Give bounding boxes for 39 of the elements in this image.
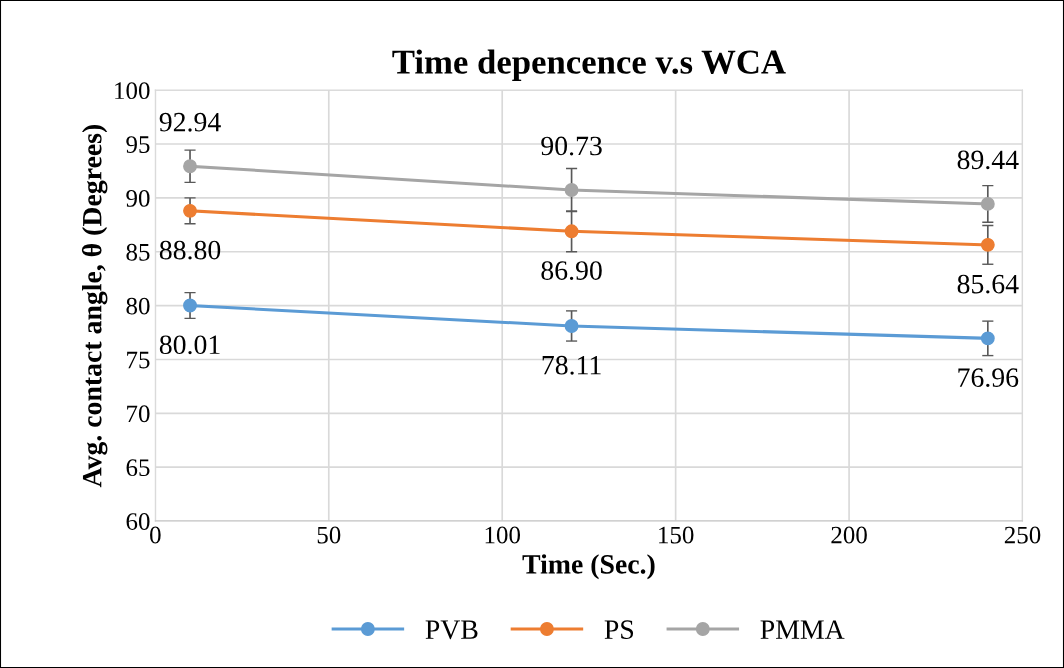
x-tick-label: 100 xyxy=(485,526,520,544)
x-tick-label: 150 xyxy=(659,526,694,544)
y-tick-label: 85 xyxy=(126,243,150,261)
point xyxy=(980,196,995,211)
y-tick-label: 70 xyxy=(127,405,150,423)
data-label: 86.90 xyxy=(541,261,602,281)
y-axis-title: Avg. contact angle, θ (Degrees) xyxy=(81,124,108,488)
data-label: 78.11 xyxy=(542,355,601,375)
point xyxy=(183,159,197,174)
legend-label: PS xyxy=(604,620,634,639)
data-label: 76.96 xyxy=(958,368,1019,388)
y-tick-label: 60 xyxy=(126,513,150,530)
y-tick-label: 65 xyxy=(126,459,150,477)
x-tick-label: 0 xyxy=(150,526,161,544)
data-label: 85.64 xyxy=(957,274,1019,294)
x-tick-label: 250 xyxy=(1004,526,1041,544)
x-tick-label: 200 xyxy=(831,526,867,544)
data-label: 92.94 xyxy=(159,112,221,132)
point xyxy=(564,183,579,197)
data-label: 80.01 xyxy=(159,335,220,355)
legend-label: PVB xyxy=(425,620,478,640)
point xyxy=(980,331,995,346)
data-label: 88.80 xyxy=(159,240,221,260)
x-tick-label: 50 xyxy=(317,526,341,544)
y-tick-label: 100 xyxy=(115,82,150,100)
legend-label: PMMA xyxy=(760,620,845,639)
y-tick-label: 80 xyxy=(126,297,150,315)
chart-title: Time depencence v.s WCA xyxy=(392,49,786,81)
data-label: 90.73 xyxy=(541,136,602,156)
y-tick-label: 90 xyxy=(126,189,150,207)
point xyxy=(183,203,197,218)
point xyxy=(564,319,579,333)
data-label: 89.44 xyxy=(957,150,1019,170)
y-tick-label: 95 xyxy=(126,136,150,153)
y-tick-label: 75 xyxy=(127,351,150,369)
point xyxy=(183,298,197,313)
point xyxy=(564,224,579,239)
point xyxy=(980,237,995,252)
x-axis-title: Time (Sec.) xyxy=(522,554,655,580)
